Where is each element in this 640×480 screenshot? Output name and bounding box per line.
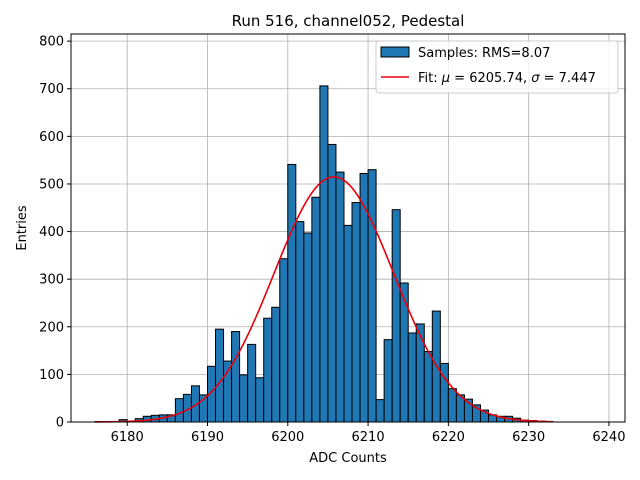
legend-label-fit: Fit: μ = 6205.74, σ = 7.447 [418, 71, 596, 86]
x-tick-label: 6190 [191, 430, 224, 445]
legend: Samples: RMS=8.07 Fit: μ = 6205.74, σ = … [375, 40, 619, 94]
y-axis-ticks: 0 100 200 300 400 500 600 700 800 [39, 35, 71, 431]
histogram-bar [303, 232, 313, 423]
y-tick-label: 400 [39, 225, 64, 240]
x-tick-label: 6240 [592, 430, 625, 445]
x-tick-label: 6230 [512, 430, 545, 445]
chart-title: Run 516, channel052, Pedestal [232, 12, 465, 30]
histogram-bar [287, 163, 297, 423]
histogram-bar [174, 398, 184, 423]
fit-curve [95, 176, 553, 423]
y-tick-label: 300 [39, 273, 64, 288]
histogram-bar [447, 388, 457, 423]
x-tick-label: 6180 [111, 430, 144, 445]
y-tick-label: 700 [39, 82, 64, 97]
y-axis-label: Entries [15, 205, 30, 251]
histogram-bar [407, 332, 417, 423]
x-tick-label: 6200 [271, 430, 304, 445]
legend-box [375, 40, 619, 94]
histogram-bars [94, 85, 554, 423]
legend-label-samples: Samples: RMS=8.07 [418, 46, 550, 61]
plot-frame [70, 33, 626, 423]
histogram-bar [343, 224, 353, 423]
legend-fit-mu-symbol: μ [441, 71, 450, 86]
legend-swatch-samples [380, 46, 410, 58]
histogram-bar [279, 258, 289, 423]
x-tick-label: 6220 [432, 430, 465, 445]
histogram-bar [255, 377, 265, 423]
histogram-bar [319, 85, 329, 423]
histogram-bar [423, 351, 433, 423]
x-axis-label: ADC Counts [309, 451, 387, 466]
y-tick-label: 500 [39, 177, 64, 192]
histogram-bar [415, 323, 425, 423]
histogram-bar [271, 306, 281, 423]
legend-fit-prefix: Fit: [418, 71, 442, 86]
histogram-bar [383, 339, 393, 423]
histogram-bar [327, 143, 337, 423]
histogram-bar [295, 221, 305, 423]
histogram-bar [399, 282, 409, 423]
histogram-bar [375, 399, 385, 423]
x-tick-label: 6210 [352, 430, 385, 445]
histogram-bar [391, 209, 401, 423]
y-tick-label: 0 [56, 416, 64, 431]
histogram-bar [335, 171, 345, 423]
y-tick-label: 200 [39, 320, 64, 335]
legend-fit-sigma-symbol: σ [531, 71, 540, 86]
y-tick-label: 100 [39, 368, 64, 383]
y-tick-label: 600 [39, 130, 64, 145]
histogram-bar [367, 169, 377, 423]
histogram-bar [215, 328, 225, 423]
x-axis-ticks: 6180 6190 6200 6210 6220 6230 6240 [111, 422, 625, 445]
histogram-bar [311, 196, 321, 423]
histogram-bar [231, 331, 241, 423]
histogram-bar [247, 343, 257, 423]
legend-fit-sigma-value: = 7.447 [539, 71, 595, 86]
histogram-bar [263, 317, 273, 423]
y-tick-label: 800 [39, 35, 64, 50]
legend-fit-mu-value: = 6205.74, [450, 71, 531, 86]
histogram-bar [239, 374, 249, 423]
histogram-bar [351, 202, 361, 423]
